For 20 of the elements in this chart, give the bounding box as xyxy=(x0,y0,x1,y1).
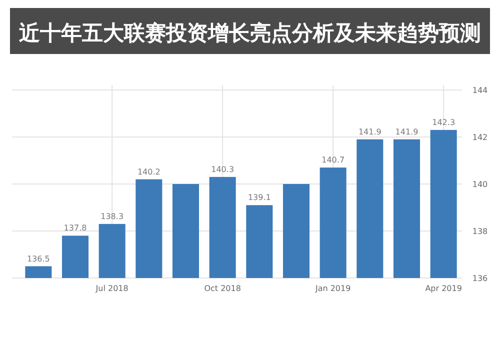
y-tick-label: 142 xyxy=(472,133,488,142)
y-tick-label: 138 xyxy=(472,227,488,236)
chart-title: 近十年五大联赛投资增长亮点分析及未来趋势预测 xyxy=(18,21,481,45)
data-label: 140.3 xyxy=(211,164,234,174)
y-tick-label: 140 xyxy=(472,180,488,189)
data-label: 137.8 xyxy=(64,224,87,233)
data-label: 142.3 xyxy=(432,118,456,127)
data-label: 138.3 xyxy=(100,212,124,221)
data-label: 139.1 xyxy=(248,193,271,202)
x-tick-label: Jan 2019 xyxy=(314,284,351,293)
data-label: 140.7 xyxy=(322,156,345,165)
data-label: 136.5 xyxy=(26,254,50,264)
x-tick-label: Oct 2018 xyxy=(204,284,241,293)
data-label: 140.2 xyxy=(137,167,160,176)
data-label: 141.9 xyxy=(395,127,418,136)
y-tick-label: 136 xyxy=(472,274,488,283)
data-label: 141.9 xyxy=(358,127,382,136)
y-tick-label: 144 xyxy=(472,86,488,95)
x-tick-label: Jul 2018 xyxy=(94,284,128,293)
x-tick-label: Apr 2019 xyxy=(425,284,462,293)
